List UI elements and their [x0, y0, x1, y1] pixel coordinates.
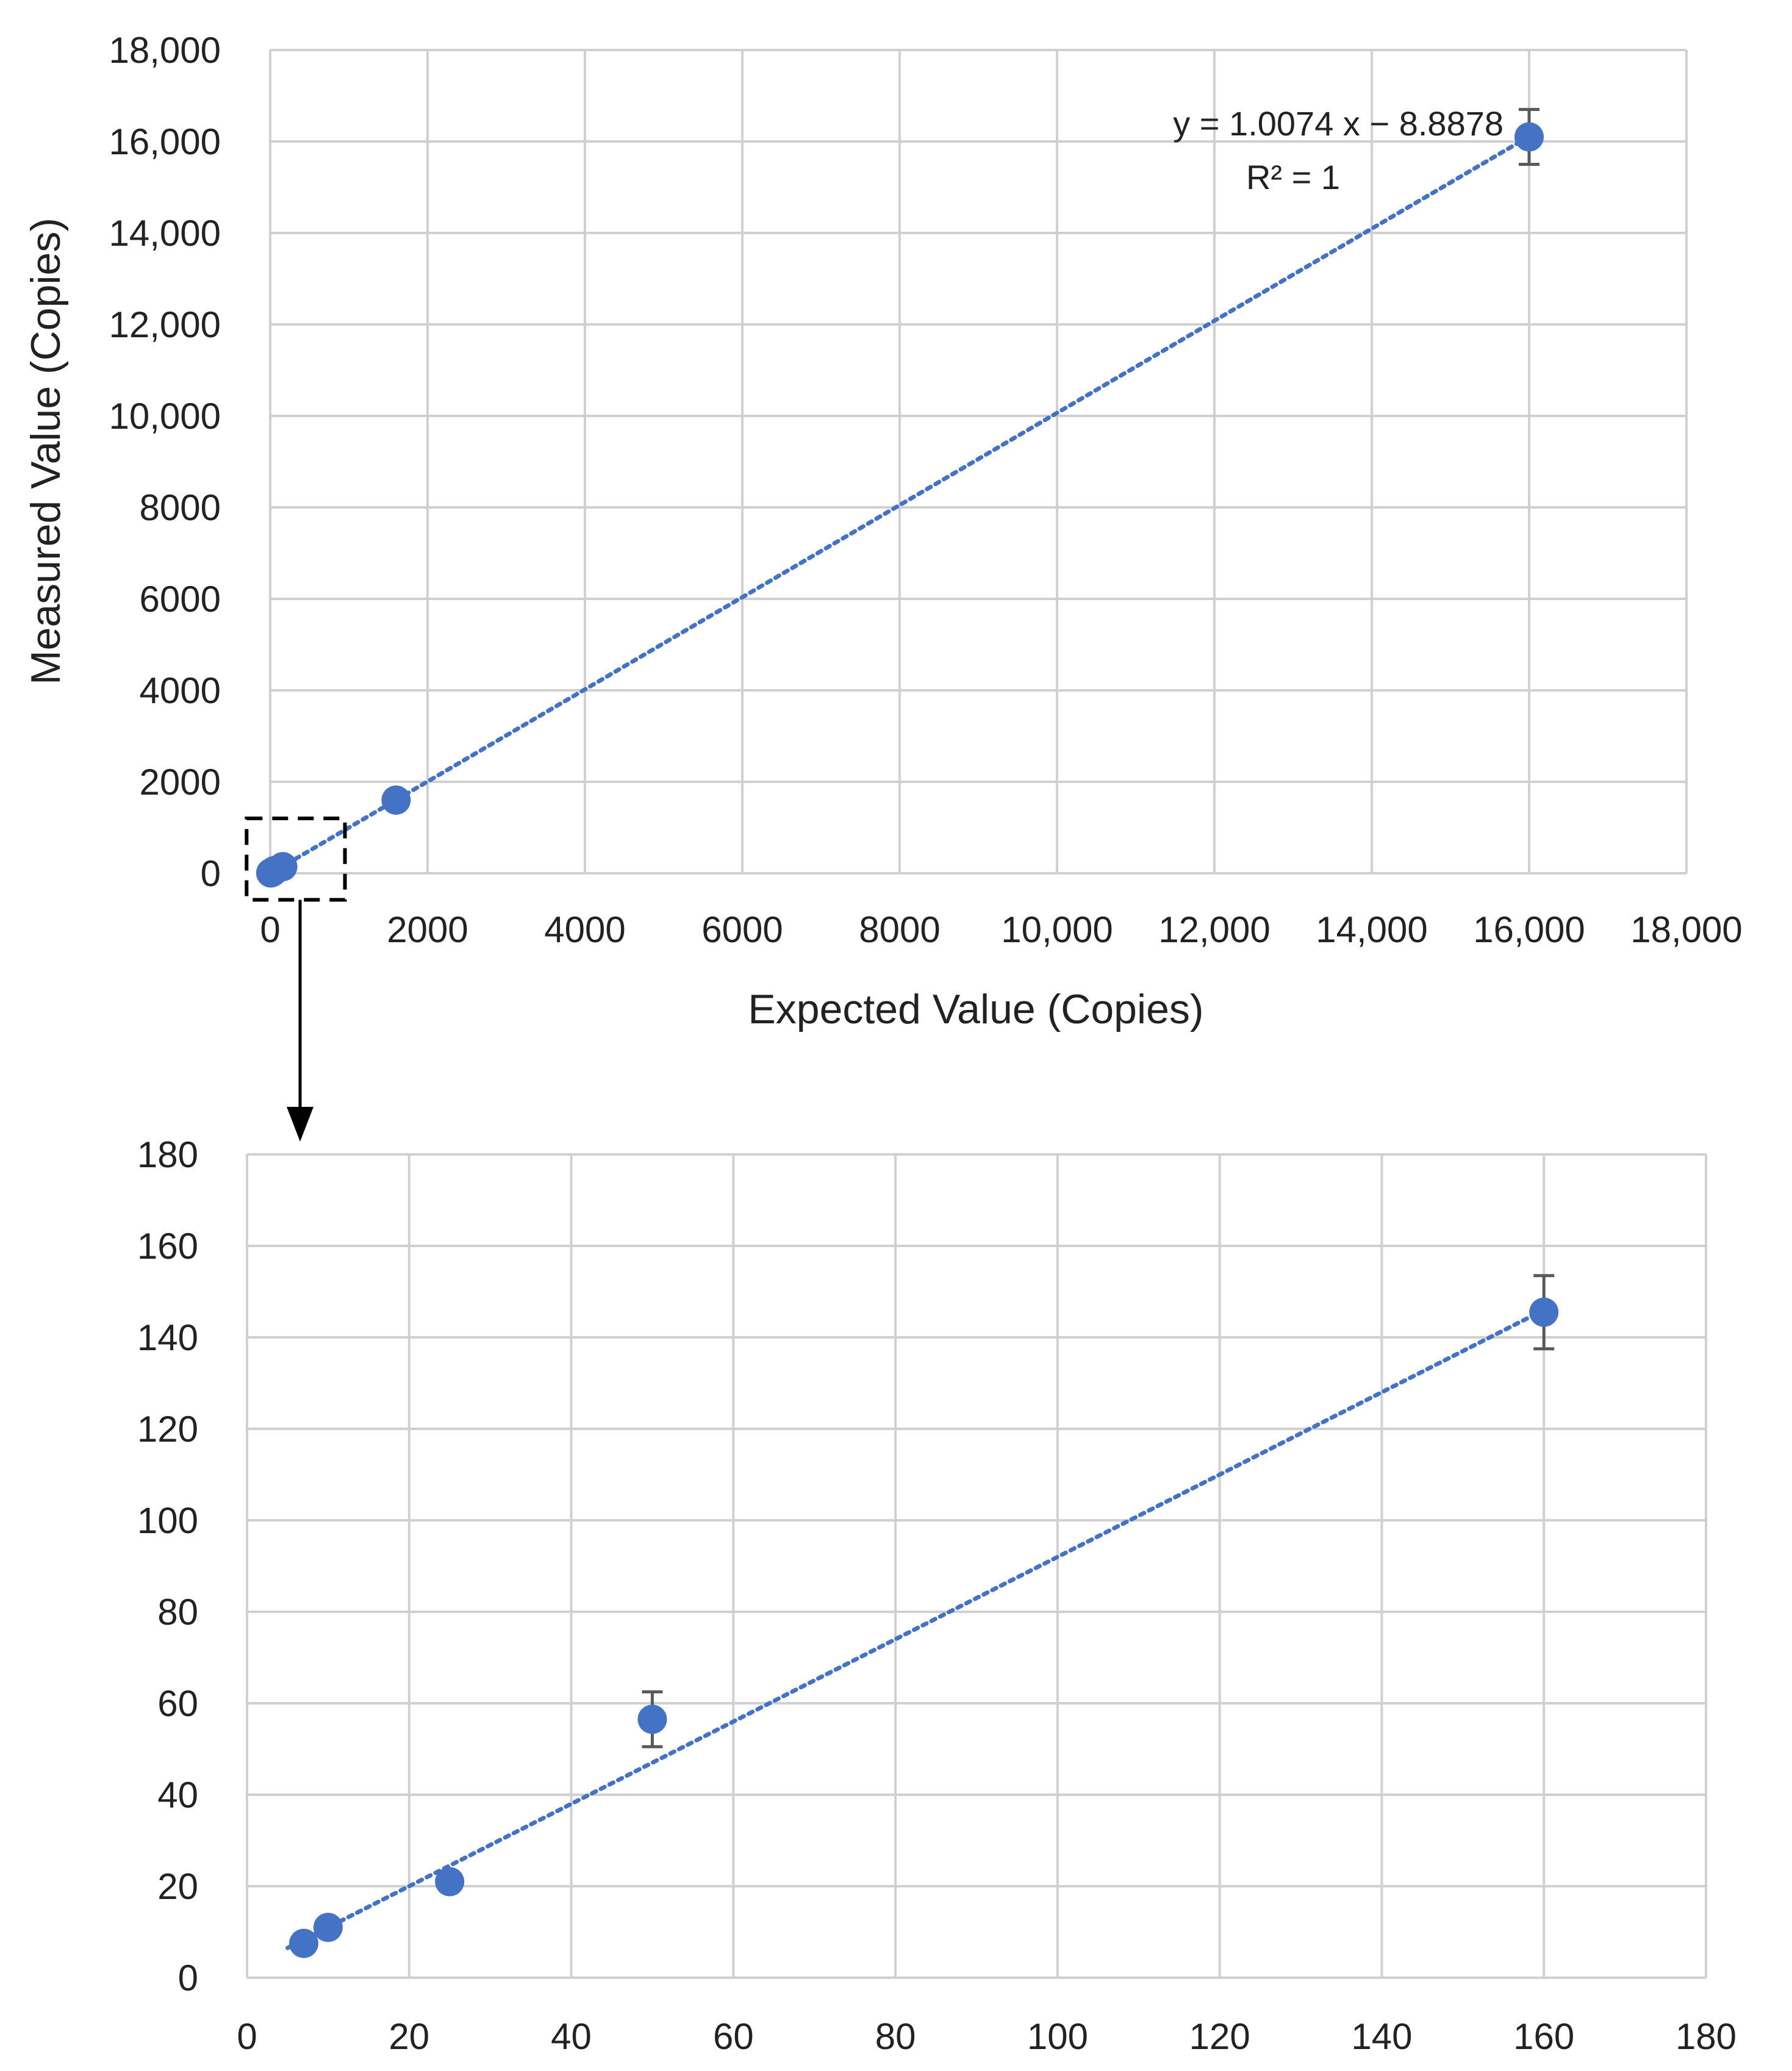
- top-x-tick-label: 4000: [544, 909, 625, 950]
- bottom-points: [289, 1297, 1559, 1958]
- top-y-axis-title: Measured Value (Copies): [23, 218, 69, 685]
- bottom-gridlines: [246, 1153, 1707, 1979]
- bottom-x-tick-label: 80: [875, 2016, 916, 2057]
- top-trendline-group: [268, 134, 1532, 876]
- bottom-x-tick-label: 60: [713, 2016, 754, 2057]
- zoom-region-box: [245, 817, 347, 902]
- top-y-tick-label: 8000: [140, 487, 221, 528]
- bottom-data-point: [435, 1867, 465, 1897]
- top-data-point: [1514, 122, 1544, 152]
- top-y-tick-label: 6000: [140, 579, 221, 620]
- bottom-y-tick-label: 20: [157, 1866, 198, 1907]
- top-data-point: [381, 785, 411, 815]
- bottom-x-tick-label: 20: [389, 2016, 429, 2057]
- top-y-tick-labels: 0 2000 4000 6000 8000 10,000 12,000 14,000 16,00…: [109, 30, 221, 894]
- bottom-x-tick-label: 40: [551, 2016, 592, 2057]
- top-y-tick-label: 2000: [140, 762, 221, 803]
- top-x-tick-label: 18,000: [1630, 909, 1743, 950]
- top-data-point: [268, 852, 298, 882]
- bottom-y-tick-label: 140: [137, 1317, 198, 1358]
- bottom-trendline-group: [285, 1307, 1546, 1950]
- bottom-y-tick-label: 80: [157, 1592, 198, 1633]
- top-x-tick-label: 10,000: [1001, 909, 1113, 950]
- bottom-x-tick-labels: 0 20 40 60 80 100 120 140 160 180: [237, 2016, 1736, 2057]
- top-y-tick-label: 18,000: [109, 30, 221, 71]
- top-chart: 0 2000 4000 6000 8000 10,000 12,000 14,000 16,00…: [23, 30, 1743, 1142]
- top-y-tick-label: 10,000: [109, 396, 221, 437]
- top-y-tick-label: 14,000: [109, 213, 221, 254]
- top-x-tick-label: 16,000: [1473, 909, 1585, 950]
- bottom-y-tick-label: 180: [137, 1134, 198, 1175]
- top-y-tick-label: 12,000: [109, 304, 221, 345]
- bottom-data-point: [289, 1928, 319, 1958]
- bottom-y-tick-label: 0: [178, 1958, 198, 1998]
- bottom-y-tick-label: 160: [137, 1226, 198, 1267]
- bottom-x-tick-label: 120: [1189, 2016, 1250, 2057]
- top-y-tick-label: 4000: [140, 670, 221, 711]
- bottom-chart: 0 20 40 60 80 100 120 140 160 180 0 20 40 60 80 100 120…: [137, 1134, 1736, 2057]
- top-x-tick-label: 0: [260, 909, 280, 950]
- bottom-y-tick-label: 60: [157, 1683, 198, 1724]
- bottom-x-tick-label: 140: [1351, 2016, 1412, 2057]
- zoom-arrow-head: [287, 1107, 314, 1142]
- top-x-tick-label: 12,000: [1158, 909, 1271, 950]
- bottom-y-tick-labels: 0 20 40 60 80 100 120 140 160 180: [137, 1134, 198, 1998]
- top-x-tick-labels: 0 2000 4000 6000 8000 10,000 12,000 14,000 16,00…: [260, 909, 1742, 950]
- top-x-tick-label: 2000: [387, 909, 468, 950]
- bottom-y-tick-label: 120: [137, 1409, 198, 1450]
- trendline-r-squared: R² = 1: [1246, 158, 1340, 196]
- bottom-x-tick-label: 0: [237, 2016, 257, 2057]
- top-x-axis-title: Expected Value (Copies): [748, 986, 1203, 1032]
- top-y-tick-label: 0: [201, 853, 221, 894]
- bottom-x-tick-label: 100: [1027, 2016, 1088, 2057]
- top-x-tick-label: 14,000: [1316, 909, 1428, 950]
- bottom-y-tick-label: 40: [157, 1775, 198, 1815]
- bottom-trendline: [285, 1307, 1546, 1950]
- top-gridlines: [269, 49, 1688, 875]
- top-points: [256, 122, 1544, 888]
- bottom-x-tick-label: 160: [1513, 2016, 1574, 2057]
- bottom-data-point: [313, 1912, 343, 1942]
- top-x-tick-label: 8000: [859, 909, 940, 950]
- top-trendline: [268, 134, 1532, 876]
- bottom-y-tick-label: 100: [137, 1500, 198, 1541]
- bottom-data-point: [637, 1704, 667, 1734]
- bottom-data-point: [1529, 1297, 1559, 1327]
- trendline-equation: y = 1.0074 x − 8.8878: [1173, 104, 1503, 143]
- bottom-errorbars: [642, 1274, 1555, 1748]
- top-y-tick-label: 16,000: [109, 121, 221, 162]
- top-x-tick-label: 6000: [701, 909, 783, 950]
- bottom-x-tick-label: 180: [1676, 2016, 1736, 2057]
